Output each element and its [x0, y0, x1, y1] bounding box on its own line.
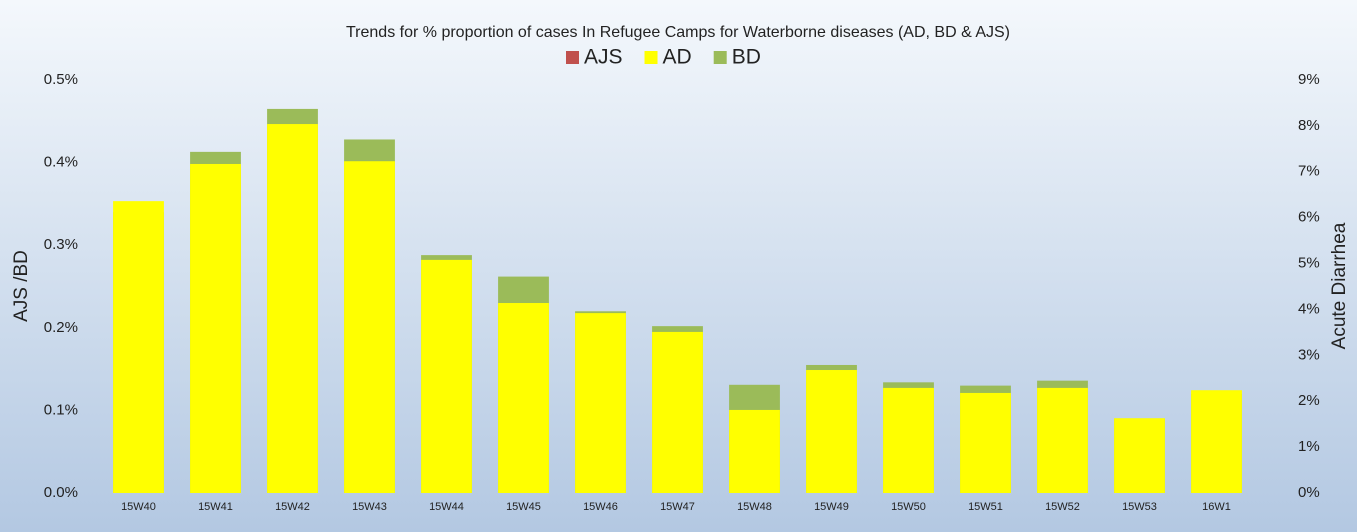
x-tick-label: 15W45: [506, 501, 541, 513]
y-tick-label: 0.2%: [44, 319, 78, 336]
y2-tick-label: 0%: [1298, 484, 1320, 501]
x-tick-label: 15W49: [814, 501, 849, 513]
y2-axis-label: Acute Diarrhea: [1329, 222, 1350, 349]
x-tick-label: 15W53: [1122, 501, 1157, 513]
x-tick-label: 15W51: [968, 501, 1003, 513]
bar: [1191, 390, 1242, 493]
bar: [421, 259, 472, 493]
y-axis-label: AJS /BD: [11, 250, 32, 322]
y2-tick-label: 4%: [1298, 300, 1320, 317]
bar: [190, 163, 241, 493]
bar: [883, 387, 934, 493]
bar: [498, 303, 549, 493]
legend-swatch: [566, 51, 579, 64]
x-tick-label: 15W47: [660, 501, 695, 513]
bar: [729, 409, 780, 493]
bar: [1114, 418, 1165, 493]
y-tick-label: 0.1%: [44, 401, 78, 418]
y2-tick-label: 2%: [1298, 392, 1320, 409]
y2-tick-label: 5%: [1298, 255, 1320, 272]
legend-label: BD: [732, 46, 761, 69]
y2-tick-label: 9%: [1298, 71, 1320, 88]
bar: [113, 201, 164, 493]
y2-tick-label: 1%: [1298, 438, 1320, 455]
y2-tick-label: 6%: [1298, 209, 1320, 226]
y2-tick-label: 7%: [1298, 163, 1320, 180]
bar: [1037, 387, 1088, 493]
x-tick-label: 15W44: [429, 501, 464, 513]
legend-swatch: [713, 51, 727, 64]
x-tick-label: 15W41: [198, 501, 233, 513]
x-tick-label: 15W40: [121, 501, 156, 513]
legend-label: AD: [663, 46, 692, 69]
x-tick-label: 15W46: [583, 501, 618, 513]
bar: [575, 313, 626, 493]
y2-tick-label: 8%: [1298, 117, 1320, 134]
bar: [806, 370, 857, 493]
x-tick-label: 15W50: [891, 501, 926, 513]
y-tick-label: 0.0%: [44, 484, 78, 501]
y-tick-label: 0.5%: [44, 71, 78, 88]
x-tick-label: 16W1: [1202, 501, 1231, 513]
bar: [652, 331, 703, 493]
x-tick-label: 15W42: [275, 501, 310, 513]
bar: [267, 124, 318, 493]
y-tick-label: 0.4%: [44, 154, 78, 171]
bar: [344, 161, 395, 493]
legend-swatch: [644, 51, 658, 64]
legend-label: AJS: [584, 46, 623, 69]
chart-title: Trends for % proportion of cases In Refu…: [346, 24, 1010, 41]
y-tick-label: 0.3%: [44, 236, 78, 253]
x-tick-label: 15W48: [737, 501, 772, 513]
x-tick-label: 15W43: [352, 501, 387, 513]
bar: [960, 392, 1011, 493]
x-tick-label: 15W52: [1045, 501, 1080, 513]
y2-tick-label: 3%: [1298, 346, 1320, 363]
